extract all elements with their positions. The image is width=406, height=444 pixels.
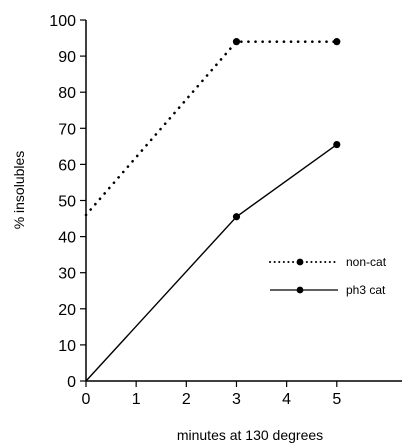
y-tick-label: 90 xyxy=(58,49,76,66)
legend-label: ph3 cat xyxy=(346,283,386,297)
y-tick-label: 30 xyxy=(58,266,76,283)
data-point xyxy=(333,38,341,46)
series-layer xyxy=(84,38,341,382)
y-tick-label: 50 xyxy=(58,194,76,211)
y-tick-label: 20 xyxy=(58,302,76,319)
y-tick-label: 60 xyxy=(58,157,76,174)
data-point xyxy=(232,38,241,46)
legend-marker xyxy=(296,258,304,266)
y-tick-label: 0 xyxy=(67,374,76,391)
legend: non-cat ph3 cat xyxy=(269,255,387,297)
data-point xyxy=(333,140,341,149)
y-axis-ticks: 0 10 20 30 40 50 60 70 80 90 100 xyxy=(49,13,86,391)
x-tick-label: 4 xyxy=(282,391,291,408)
series-line-non-cat xyxy=(84,40,339,217)
x-axis-title: minutes at 130 degrees xyxy=(177,427,323,443)
y-tick-label: 40 xyxy=(58,230,76,247)
x-tick-label: 2 xyxy=(182,391,191,408)
x-tick-label: 0 xyxy=(82,391,91,408)
x-tick-label: 5 xyxy=(332,391,341,408)
y-axis-title: % insolubles xyxy=(11,151,27,230)
x-tick-label: 1 xyxy=(132,391,141,408)
legend-label: non-cat xyxy=(346,255,387,269)
y-tick-label: 80 xyxy=(58,85,76,102)
legend-marker xyxy=(296,286,304,294)
x-tick-label: 3 xyxy=(232,391,241,408)
y-tick-label: 10 xyxy=(58,338,76,355)
x-axis-ticks: 0 1 2 3 4 5 xyxy=(82,381,341,408)
y-tick-label: 100 xyxy=(49,13,76,30)
y-tick-label: 70 xyxy=(58,121,76,138)
data-point xyxy=(232,213,241,221)
